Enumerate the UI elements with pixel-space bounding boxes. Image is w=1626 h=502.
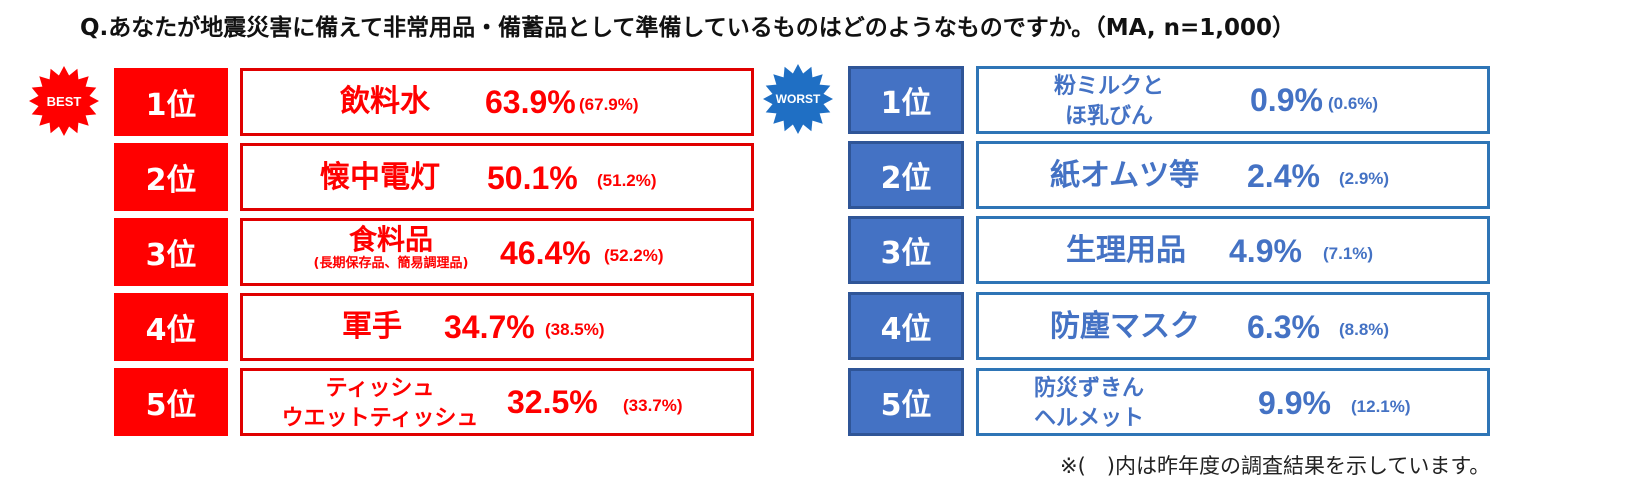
best-item-prev-3: (52.2%) bbox=[604, 246, 664, 265]
best-item-prev-4: (38.5%) bbox=[545, 320, 605, 339]
best-item-prev-5: (33.7%) bbox=[623, 396, 683, 415]
best-row-5: 5位 ティッシュ ウエットティッシュ 32.5% (33.7%) bbox=[114, 368, 754, 436]
best-item-name-5: ティッシュ ウエットティッシュ bbox=[269, 374, 491, 434]
best-item-name-5-line2: ウエットティッシュ bbox=[281, 406, 479, 431]
worst-item-name-5-line2: ヘルメット bbox=[1034, 406, 1145, 431]
best-item-box-1: 飲料水 63.9% (67.9%) bbox=[240, 68, 754, 136]
worst-badge-label: WORST bbox=[775, 92, 821, 106]
worst-item-name-5-line1: 防災ずきん bbox=[1034, 376, 1145, 401]
worst-row-3: 3位 生理用品 4.9% (7.1%) bbox=[848, 216, 1490, 284]
worst-starburst-icon bbox=[763, 64, 833, 134]
best-rank-2: 2位 bbox=[114, 143, 228, 211]
best-row-1: 1位 飲料水 63.9% (67.9%) bbox=[114, 68, 754, 136]
worst-row-4: 4位 防塵マスク 6.3% (8.8%) bbox=[848, 292, 1490, 360]
best-rank-3: 3位 bbox=[114, 218, 228, 286]
worst-rank-4: 4位 bbox=[848, 292, 964, 360]
worst-item-prev-3: (7.1%) bbox=[1323, 244, 1374, 263]
best-starburst-icon bbox=[29, 66, 99, 136]
best-item-prev-1: (67.9%) bbox=[579, 95, 639, 114]
worst-item-name-3: 生理用品 bbox=[1066, 233, 1186, 268]
best-item-box-2: 懐中電灯 50.1% (51.2%) bbox=[240, 143, 754, 211]
worst-row-2: 2位 紙オムツ等 2.4% (2.9%) bbox=[848, 141, 1490, 209]
best-item-value-2: 50.1% bbox=[487, 160, 578, 196]
worst-item-prev-2: (2.9%) bbox=[1339, 169, 1390, 188]
worst-item-box-3: 生理用品 4.9% (7.1%) bbox=[976, 216, 1490, 284]
best-item-box-5: ティッシュ ウエットティッシュ 32.5% (33.7%) bbox=[240, 368, 754, 436]
worst-item-box-2: 紙オムツ等 2.4% (2.9%) bbox=[976, 141, 1490, 209]
best-row-4: 4位 軍手 34.7% (38.5%) bbox=[114, 293, 754, 361]
best-item-name-3: 食料品 (長期保存品、簡易調理品) bbox=[281, 224, 501, 272]
footnote: ※( )内は昨年度の調査結果を示しています。 bbox=[1060, 454, 1491, 478]
best-badge: BEST bbox=[28, 66, 100, 136]
worst-item-prev-5: (12.1%) bbox=[1351, 397, 1411, 416]
worst-row-1: 1位 粉ミルクと ほ乳びん 0.9% (0.6%) bbox=[848, 66, 1490, 134]
worst-item-box-5: 防災ずきん ヘルメット 9.9% (12.1%) bbox=[976, 368, 1490, 436]
worst-rank-1: 1位 bbox=[848, 66, 964, 134]
best-item-box-4: 軍手 34.7% (38.5%) bbox=[240, 293, 754, 361]
worst-item-name-2: 紙オムツ等 bbox=[1050, 158, 1200, 193]
best-item-name-5-line1: ティッシュ bbox=[325, 376, 435, 401]
best-rank-5: 5位 bbox=[114, 368, 228, 436]
worst-item-value-3: 4.9% bbox=[1229, 233, 1302, 269]
chart-title: Q.あなたが地震災害に備えて非常用品・備蓄品として準備しているものはどのようなも… bbox=[80, 15, 1296, 41]
worst-row-5: 5位 防災ずきん ヘルメット 9.9% (12.1%) bbox=[848, 368, 1490, 436]
best-item-name-1: 飲料水 bbox=[340, 84, 430, 119]
best-item-name-2: 懐中電灯 bbox=[320, 160, 440, 195]
worst-rank-3: 3位 bbox=[848, 216, 964, 284]
worst-item-name-1-line1: 粉ミルクと bbox=[1053, 74, 1164, 99]
worst-item-name-1: 粉ミルクと ほ乳びん bbox=[1029, 72, 1189, 132]
worst-item-value-2: 2.4% bbox=[1247, 158, 1320, 194]
best-item-value-1: 63.9% bbox=[485, 84, 576, 120]
worst-rank-5: 5位 bbox=[848, 368, 964, 436]
worst-item-name-1-line2: ほ乳びん bbox=[1064, 104, 1153, 129]
worst-item-prev-1: (0.6%) bbox=[1328, 94, 1379, 113]
best-item-prev-2: (51.2%) bbox=[597, 171, 657, 190]
worst-item-value-5: 9.9% bbox=[1258, 385, 1331, 421]
best-item-value-3: 46.4% bbox=[500, 235, 591, 271]
best-rank-4: 4位 bbox=[114, 293, 228, 361]
worst-rank-2: 2位 bbox=[848, 141, 964, 209]
best-row-3: 3位 食料品 (長期保存品、簡易調理品) 46.4% (52.2%) bbox=[114, 218, 754, 286]
worst-item-name-4: 防塵マスク bbox=[1050, 309, 1200, 344]
worst-item-prev-4: (8.8%) bbox=[1339, 320, 1390, 339]
worst-item-name-5: 防災ずきん ヘルメット bbox=[1034, 374, 1184, 434]
best-item-name-3-sub: (長期保存品、簡易調理品) bbox=[313, 256, 469, 271]
best-badge-label: BEST bbox=[46, 93, 82, 109]
best-item-name-3-main: 食料品 bbox=[348, 223, 433, 256]
worst-item-value-4: 6.3% bbox=[1247, 309, 1320, 345]
best-item-name-4: 軍手 bbox=[342, 309, 402, 344]
best-item-value-4: 34.7% bbox=[444, 309, 535, 345]
best-item-box-3: 食料品 (長期保存品、簡易調理品) 46.4% (52.2%) bbox=[240, 218, 754, 286]
worst-item-box-1: 粉ミルクと ほ乳びん 0.9% (0.6%) bbox=[976, 66, 1490, 134]
worst-badge: WORST bbox=[762, 64, 834, 134]
best-rank-1: 1位 bbox=[114, 68, 228, 136]
worst-item-box-4: 防塵マスク 6.3% (8.8%) bbox=[976, 292, 1490, 360]
best-row-2: 2位 懐中電灯 50.1% (51.2%) bbox=[114, 143, 754, 211]
best-item-value-5: 32.5% bbox=[507, 384, 598, 420]
worst-item-value-1: 0.9% bbox=[1250, 82, 1323, 118]
